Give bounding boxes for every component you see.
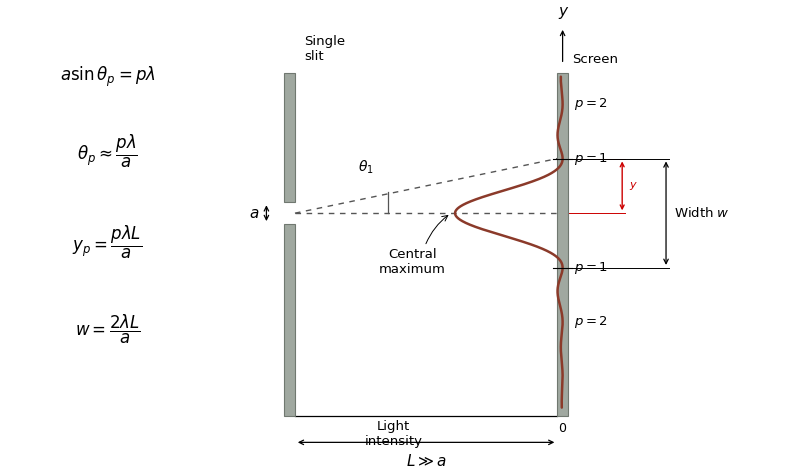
Text: $y$: $y$ xyxy=(559,5,570,21)
Text: $L \gg a$: $L \gg a$ xyxy=(406,453,446,469)
Text: Width $w$: Width $w$ xyxy=(674,206,730,220)
Text: $y_p = \dfrac{p\lambda L}{a}$: $y_p = \dfrac{p\lambda L}{a}$ xyxy=(72,224,143,261)
Text: $p = 1$: $p = 1$ xyxy=(575,150,608,167)
Text: $p = 2$: $p = 2$ xyxy=(575,96,608,112)
Text: Screen: Screen xyxy=(572,53,619,66)
Text: Light
intensity: Light intensity xyxy=(365,420,422,448)
Bar xyxy=(285,72,295,202)
Text: $p = 2$: $p = 2$ xyxy=(575,314,608,330)
Text: Central
maximum: Central maximum xyxy=(379,248,446,276)
Text: 0: 0 xyxy=(559,422,567,435)
Text: $p = 1$: $p = 1$ xyxy=(575,260,608,276)
Bar xyxy=(557,72,568,416)
Text: $w = \dfrac{2\lambda L}{a}$: $w = \dfrac{2\lambda L}{a}$ xyxy=(75,312,141,346)
Text: $\theta_1$: $\theta_1$ xyxy=(358,159,374,176)
Text: $\theta_p \approx \dfrac{p\lambda}{a}$: $\theta_p \approx \dfrac{p\lambda}{a}$ xyxy=(77,132,138,170)
Text: $a$: $a$ xyxy=(249,206,259,221)
Text: Single
slit: Single slit xyxy=(304,35,346,63)
Bar xyxy=(285,224,295,416)
Text: $a \sin \theta_p = p\lambda$: $a \sin \theta_p = p\lambda$ xyxy=(60,65,156,89)
Text: $y$: $y$ xyxy=(629,180,637,192)
